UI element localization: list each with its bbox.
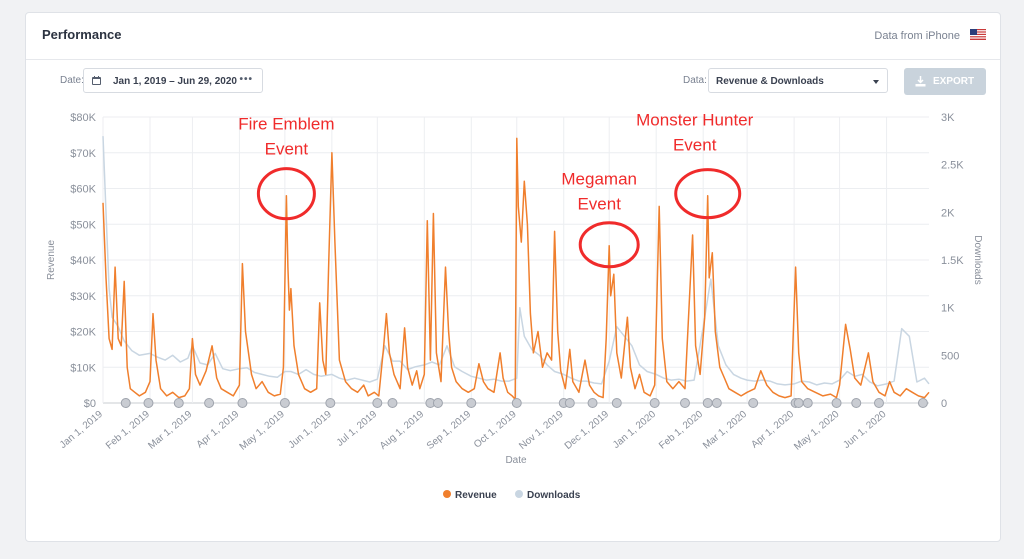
x-tick-label: Nov 1, 2019 (517, 409, 566, 452)
x-tick-label: Apr 1, 2019 (195, 409, 242, 451)
export-button[interactable]: EXPORT (904, 68, 986, 95)
annotation-label: Event (577, 195, 621, 214)
event-marker (237, 398, 248, 408)
event-marker (611, 398, 622, 408)
downloads-series-line (102, 136, 930, 387)
y2-axis-title: Downloads (972, 235, 983, 284)
event-marker (279, 398, 290, 408)
date-label: Date: (60, 75, 84, 86)
revenue-series-line (102, 137, 930, 401)
event-marker (325, 398, 336, 408)
event-marker (679, 398, 690, 408)
annotation-label: Event (265, 140, 309, 159)
y-tick-label: $40K (70, 255, 96, 267)
event-marker (204, 398, 215, 408)
export-label: EXPORT (933, 76, 975, 87)
performance-card: Performance Data from iPhone Date: Jan 1… (25, 12, 1001, 542)
date-range-picker[interactable]: Jan 1, 2019 – Jun 29, 2020 ••• (83, 68, 263, 93)
x-tick-label: Sep 1, 2019 (425, 409, 474, 452)
x-tick-label: May 1, 2020 (792, 409, 842, 453)
x-tick-label: Jun 1, 2020 (841, 409, 888, 451)
more-options-icon[interactable]: ••• (239, 74, 253, 85)
event-marker (873, 398, 884, 408)
y2-tick-label: 2K (941, 207, 955, 219)
x-tick-label: Dec 1, 2019 (563, 409, 612, 452)
y-tick-label: $20K (70, 327, 96, 339)
event-marker (793, 398, 804, 408)
event-marker (120, 398, 131, 408)
x-tick-label: Jan 1, 2019 (58, 409, 105, 451)
chevron-down-icon (873, 80, 879, 84)
event-marker (511, 398, 522, 408)
x-axis-title: Date (505, 455, 527, 466)
y2-tick-label: 1K (941, 303, 955, 315)
x-tick-label: Oct 1, 2019 (472, 409, 519, 451)
y2-tick-label: 0 (941, 398, 947, 410)
event-marker (372, 398, 383, 408)
annotation-label: Fire Emblem (238, 115, 334, 134)
x-tick-label: May 1, 2019 (238, 409, 288, 453)
annotation-label: Megaman (561, 170, 637, 189)
download-icon (915, 76, 926, 87)
annotation-circle (674, 168, 742, 220)
y-axis-title: Revenue (46, 240, 57, 280)
x-tick-label: Jun 1, 2019 (287, 409, 334, 451)
y-tick-label: $10K (70, 362, 96, 374)
legend-label: Downloads (527, 490, 581, 501)
x-tick-label: Feb 1, 2019 (104, 409, 152, 452)
event-marker (748, 398, 759, 408)
x-tick-label: Aug 1, 2019 (378, 409, 427, 452)
x-tick-label: Apr 1, 2020 (749, 409, 796, 451)
y2-tick-label: 2.5K (941, 160, 964, 172)
date-range-value: Jan 1, 2019 – Jun 29, 2020 (113, 76, 237, 87)
annotation-label: Event (673, 136, 717, 155)
event-marker (831, 398, 842, 408)
legend-swatch (515, 490, 523, 498)
event-marker (564, 398, 575, 408)
data-type-select[interactable]: Revenue & Downloads (708, 68, 888, 93)
event-marker (143, 398, 154, 408)
event-marker (711, 398, 722, 408)
x-tick-label: Mar 1, 2020 (701, 409, 749, 452)
event-marker (387, 398, 398, 408)
annotation-label: Monster Hunter (636, 111, 753, 130)
y2-tick-label: 1.5K (941, 255, 964, 267)
y-tick-label: $70K (70, 148, 96, 160)
event-marker (649, 398, 660, 408)
event-marker (851, 398, 862, 408)
y-tick-label: $30K (70, 291, 96, 303)
event-marker (587, 398, 598, 408)
event-marker (917, 398, 928, 408)
x-tick-label: Jul 1, 2019 (335, 409, 380, 449)
x-tick-label: Feb 1, 2020 (657, 409, 705, 452)
card-header: Performance Data from iPhone (26, 13, 1000, 60)
event-marker (702, 398, 713, 408)
y2-tick-label: 3K (941, 112, 955, 124)
y-tick-label: $60K (70, 184, 96, 196)
data-label: Data: (683, 75, 707, 86)
event-marker (432, 398, 443, 408)
y-tick-label: $80K (70, 112, 96, 124)
calendar-icon (92, 76, 101, 85)
page-title: Performance (42, 27, 122, 42)
event-marker (466, 398, 477, 408)
data-type-value: Revenue & Downloads (716, 76, 824, 87)
y-tick-label: $50K (70, 219, 96, 231)
annotation-circle (256, 167, 316, 221)
y2-tick-label: 500 (941, 350, 959, 362)
x-tick-label: Mar 1, 2019 (146, 409, 194, 452)
y-tick-label: $0 (84, 398, 96, 410)
event-marker (173, 398, 184, 408)
event-marker (802, 398, 813, 408)
data-source-label: Data from iPhone (874, 30, 960, 42)
annotation-circle (578, 221, 640, 269)
legend-label: Revenue (455, 490, 497, 501)
us-flag-icon (970, 29, 986, 40)
legend-swatch (443, 490, 451, 498)
x-tick-label: Jan 1, 2020 (611, 409, 658, 451)
